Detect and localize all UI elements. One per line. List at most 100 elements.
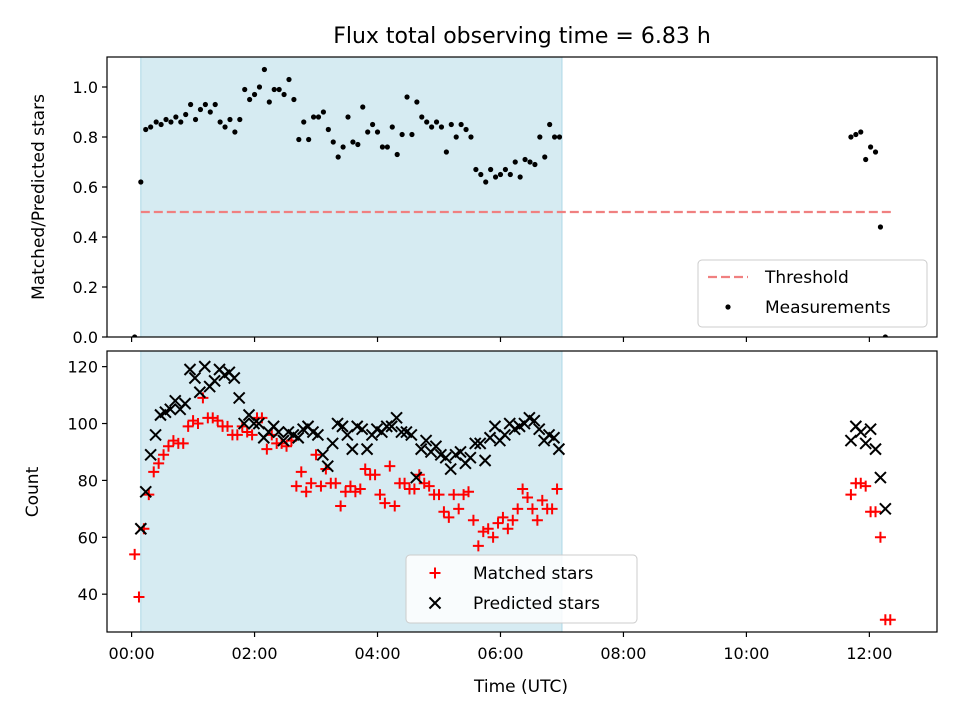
matched-star-point <box>133 591 145 603</box>
measurement-point <box>551 134 558 140</box>
ratio-panel: 0.0 0.2 0.4 0.6 0.8 1.0 Threshold Measurements <box>73 56 938 347</box>
predicted-star-point <box>193 386 207 399</box>
measurement-point <box>237 116 243 123</box>
measurement-point <box>365 129 371 135</box>
measurement-point <box>399 131 405 138</box>
y-tick-label: 100 <box>67 415 98 434</box>
predicted-star-point <box>464 451 477 464</box>
predicted-star-point <box>488 420 502 433</box>
predicted-star-point <box>232 391 246 405</box>
measurement-point <box>340 144 346 150</box>
matched-star-point <box>158 449 170 461</box>
predicted-star-point <box>139 485 152 498</box>
y-tick-label: 60 <box>78 528 98 547</box>
top-y-axis-label: Matched/Predicted stars <box>29 94 49 300</box>
matched-star-point <box>408 483 420 495</box>
measurement-point <box>433 119 440 125</box>
predicted-star-point <box>178 397 192 410</box>
matched-star-point <box>492 517 504 529</box>
measurement-point <box>409 131 415 138</box>
matched-star-point <box>487 531 499 543</box>
matched-star-point <box>551 483 563 495</box>
measurement-point <box>301 119 307 125</box>
matched-star-point <box>874 531 886 543</box>
predicted-star-point <box>134 522 148 535</box>
predicted-star-point <box>321 459 334 473</box>
measurement-point <box>325 126 331 133</box>
matched-star-point <box>438 506 450 518</box>
matched-star-point <box>340 486 352 498</box>
predicted-star-point <box>864 423 877 436</box>
measurement-point <box>168 119 174 125</box>
predicted-star-point <box>355 423 369 436</box>
axes-frame <box>106 350 938 633</box>
matched-star-point <box>295 466 307 478</box>
predicted-star-point <box>410 471 423 484</box>
measurement-point <box>394 151 400 158</box>
matched-star-point <box>192 418 204 430</box>
matched-star-point <box>463 486 475 498</box>
predicted-star-point <box>879 502 892 516</box>
legend-matched-swatch <box>429 567 441 579</box>
predicted-star-point <box>419 434 433 447</box>
predicted-star-point <box>169 394 182 407</box>
matched-star-point <box>536 494 548 506</box>
predicted-star-point <box>326 437 339 450</box>
predicted-star-point <box>469 437 482 450</box>
measurement-point <box>858 129 864 135</box>
matched-star-point <box>315 480 327 492</box>
x-tick-label: 00:00 <box>109 644 155 663</box>
measurement-point <box>242 86 248 93</box>
predicted-star-point <box>405 428 418 442</box>
legend: Threshold Measurements <box>697 259 928 328</box>
measurement-point <box>132 334 138 337</box>
measurement-point <box>848 134 854 140</box>
predicted-star-point <box>272 425 285 439</box>
x-tick-label: 08:00 <box>600 644 646 663</box>
matched-star-point <box>344 480 356 492</box>
measurement-point <box>222 124 228 130</box>
measurement-point <box>202 101 208 108</box>
predicted-star-point <box>252 417 266 430</box>
matched-star-point <box>374 489 386 501</box>
measurement-point <box>143 126 149 133</box>
measurement-point <box>404 94 410 100</box>
measurement-point <box>374 129 381 135</box>
measurement-point <box>178 119 184 125</box>
matched-star-point <box>472 540 484 552</box>
measurement-point <box>153 119 159 125</box>
matched-star-point <box>453 503 465 515</box>
predicted-star-point <box>336 420 349 433</box>
predicted-star-point <box>316 448 330 462</box>
predicted-star-point <box>228 371 241 385</box>
predicted-star-point <box>498 428 511 442</box>
predicted-star-point <box>380 420 393 433</box>
data-layer <box>132 66 894 337</box>
predicted-star-point <box>844 434 858 447</box>
y-tick-label: 120 <box>67 358 98 377</box>
measurement-point <box>507 171 513 178</box>
matched-star-point <box>389 500 401 512</box>
measurement-point <box>173 114 179 120</box>
predicted-star-point <box>360 442 374 456</box>
predicted-star-point <box>854 425 867 439</box>
measurement-point <box>877 224 884 230</box>
matched-star-point <box>129 548 141 560</box>
measurement-point <box>517 174 523 180</box>
measurement-point <box>488 166 494 173</box>
x-tick-label: 12:00 <box>846 644 892 663</box>
measurement-point <box>256 84 263 90</box>
y-tick-label: 40 <box>78 585 98 604</box>
legend-matched-label: Matched stars <box>473 564 593 584</box>
measurement-point <box>355 141 361 148</box>
matched-star-point <box>546 503 558 515</box>
matched-star-point <box>222 420 234 432</box>
measurement-point <box>163 116 169 123</box>
measurement-point <box>429 124 435 130</box>
measurement-point <box>453 134 459 140</box>
measurement-point <box>458 121 464 128</box>
matched-star-point <box>354 483 366 495</box>
measurement-point <box>251 91 258 98</box>
predicted-star-point <box>291 431 305 444</box>
